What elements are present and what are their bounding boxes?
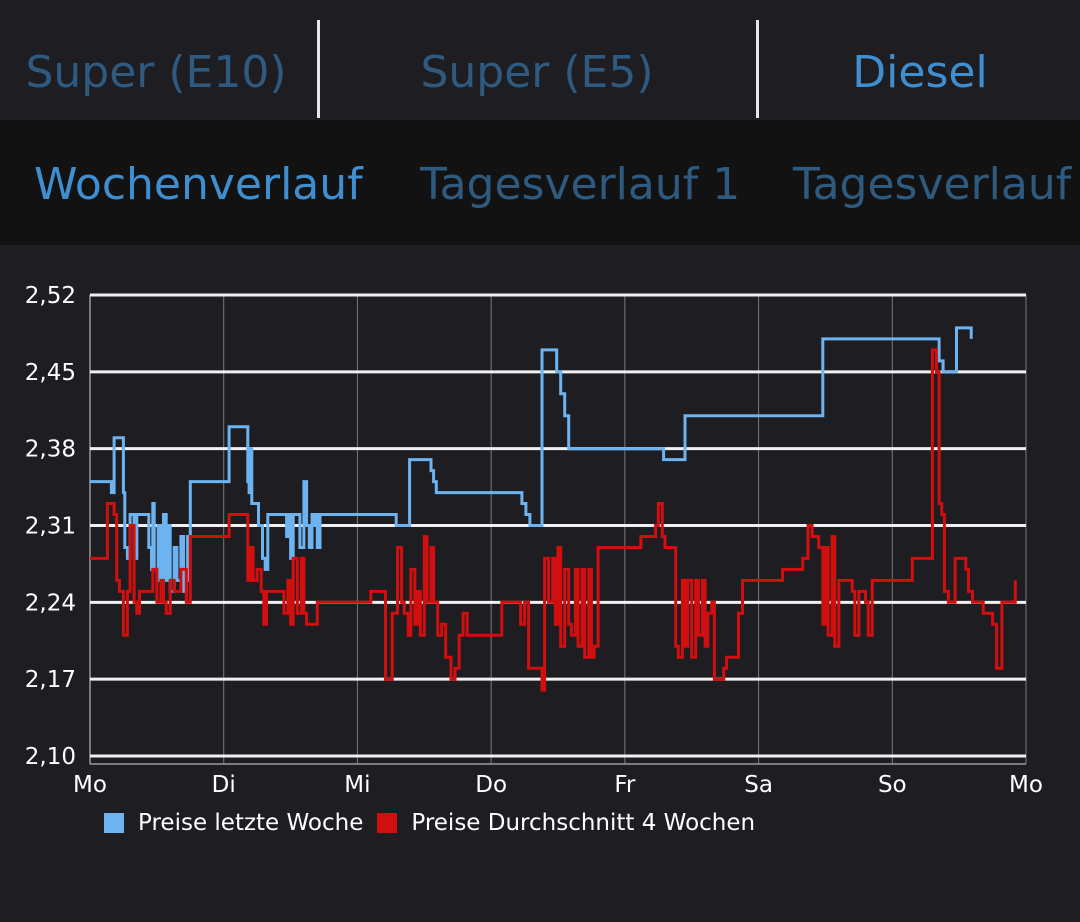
legend-swatch-4week-average	[377, 813, 398, 833]
y-tick-label: 2,17	[25, 667, 76, 693]
series-line-last-week	[90, 326, 973, 593]
y-tick-label: 2,45	[25, 360, 76, 386]
y-tick-label: 2,31	[25, 514, 76, 540]
fuel-type-tabs: Super (E10) Super (E5) Diesel	[0, 0, 1080, 120]
tab-tagesverlauf-1[interactable]: Tagesverlauf 1	[420, 159, 741, 210]
legend-label-4week-average: Preise Durchschnitt 4 Wochen	[411, 810, 756, 836]
series-line-4week-average	[90, 348, 1017, 692]
tab-diesel[interactable]: Diesel	[852, 47, 988, 98]
x-tick-label: Mi	[344, 772, 370, 798]
y-tick-label: 2,52	[25, 283, 76, 309]
y-tick-label: 2,38	[25, 437, 76, 463]
tab-tagesverlauf-2[interactable]: Tagesverlauf 2	[793, 159, 1080, 210]
tab-super-e5[interactable]: Super (E5)	[420, 47, 654, 98]
y-tick-label: 2,24	[25, 590, 76, 616]
tab-wochenverlauf[interactable]: Wochenverlauf	[34, 159, 363, 210]
x-tick-label: Sa	[744, 772, 773, 798]
y-tick-label: 2,10	[25, 744, 76, 770]
x-tick-label: So	[878, 772, 907, 798]
x-tick-label: Di	[212, 772, 236, 798]
x-tick-label: Mo	[1009, 772, 1043, 798]
x-tick-label: Fr	[614, 772, 636, 798]
legend-label-last-week: Preise letzte Woche	[138, 810, 364, 836]
x-tick-label: Mo	[73, 772, 107, 798]
x-tick-label: Do	[475, 772, 507, 798]
chart-view-tabs: Wochenverlauf Tagesverlauf 1 Tagesverlau…	[0, 120, 1080, 245]
tab-super-e10[interactable]: Super (E10)	[25, 47, 287, 98]
tab-divider	[317, 20, 320, 118]
legend-swatch-last-week	[104, 813, 124, 833]
chart-legend: Preise letzte Woche Preise Durchschnitt …	[104, 806, 769, 840]
tab-divider	[756, 20, 759, 118]
